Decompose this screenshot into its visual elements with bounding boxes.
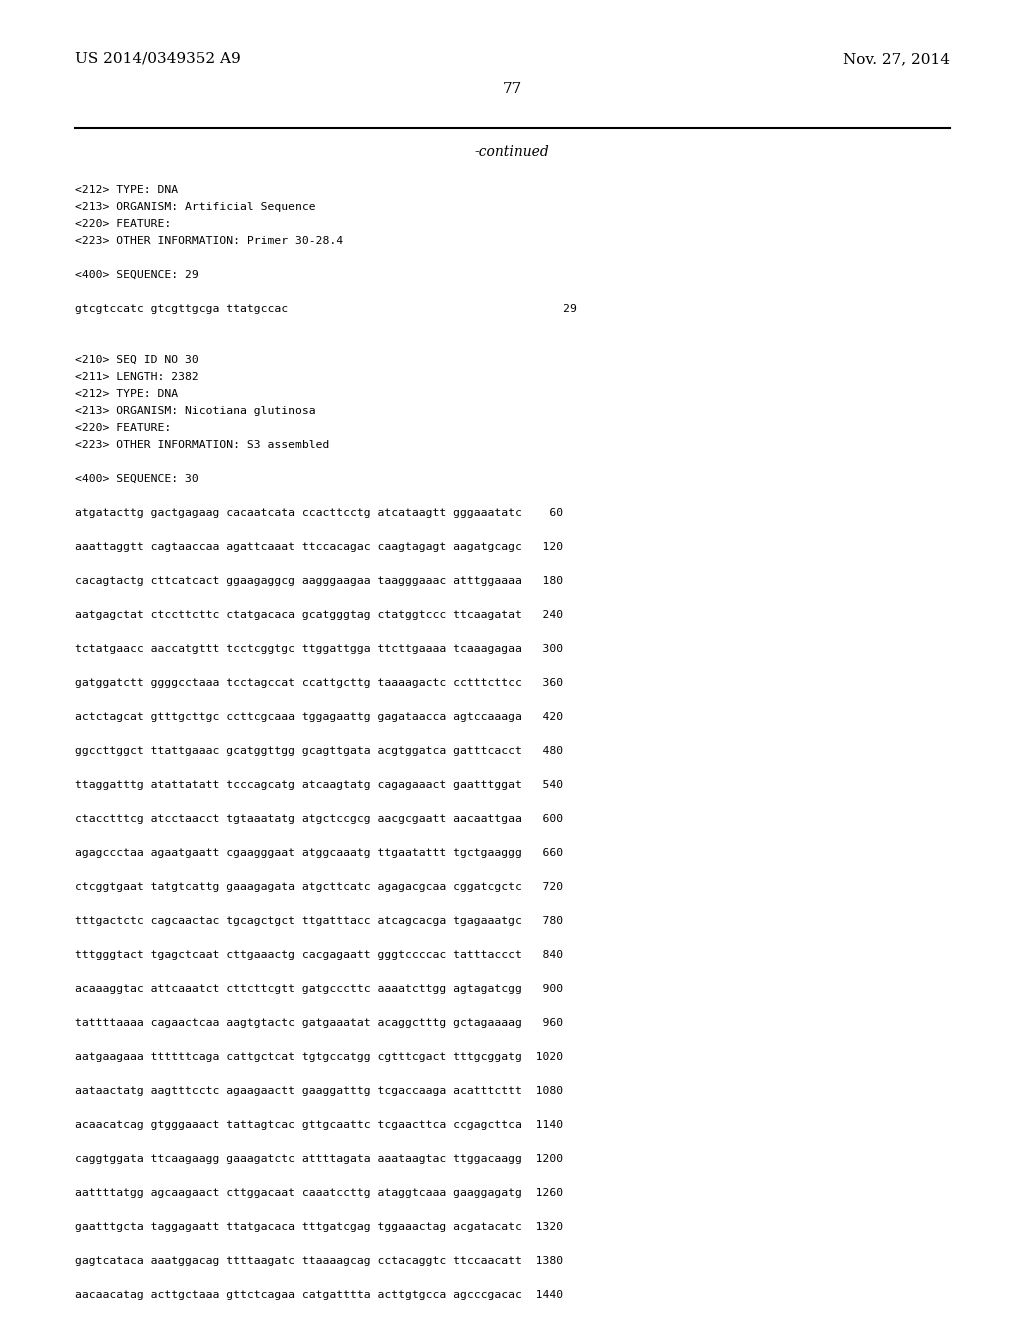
Text: <223> OTHER INFORMATION: S3 assembled: <223> OTHER INFORMATION: S3 assembled xyxy=(75,440,330,450)
Text: <400> SEQUENCE: 29: <400> SEQUENCE: 29 xyxy=(75,271,199,280)
Text: aataactatg aagtttcctc agaagaactt gaaggatttg tcgaccaaga acatttcttt  1080: aataactatg aagtttcctc agaagaactt gaaggat… xyxy=(75,1086,563,1096)
Text: atgatacttg gactgagaag cacaatcata ccacttcctg atcataagtt gggaaatatc    60: atgatacttg gactgagaag cacaatcata ccacttc… xyxy=(75,508,563,517)
Text: aaattaggtt cagtaaccaa agattcaaat ttccacagac caagtagagt aagatgcagc   120: aaattaggtt cagtaaccaa agattcaaat ttccaca… xyxy=(75,543,563,552)
Text: aatgagctat ctccttcttc ctatgacaca gcatgggtag ctatggtccc ttcaagatat   240: aatgagctat ctccttcttc ctatgacaca gcatggg… xyxy=(75,610,563,620)
Text: US 2014/0349352 A9: US 2014/0349352 A9 xyxy=(75,51,241,66)
Text: aacaacatag acttgctaaa gttctcagaa catgatttta acttgtgcca agcccgacac  1440: aacaacatag acttgctaaa gttctcagaa catgatt… xyxy=(75,1290,563,1300)
Text: <212> TYPE: DNA: <212> TYPE: DNA xyxy=(75,185,178,195)
Text: tttgactctc cagcaactac tgcagctgct ttgatttacc atcagcacga tgagaaatgc   780: tttgactctc cagcaactac tgcagctgct ttgattt… xyxy=(75,916,563,927)
Text: actctagcat gtttgcttgc ccttcgcaaa tggagaattg gagataacca agtccaaaga   420: actctagcat gtttgcttgc ccttcgcaaa tggagaa… xyxy=(75,711,563,722)
Text: agagccctaa agaatgaatt cgaagggaat atggcaaatg ttgaatattt tgctgaaggg   660: agagccctaa agaatgaatt cgaagggaat atggcaa… xyxy=(75,847,563,858)
Text: tttgggtact tgagctcaat cttgaaactg cacgagaatt gggtccccac tatttaccct   840: tttgggtact tgagctcaat cttgaaactg cacgaga… xyxy=(75,950,563,960)
Text: gagtcataca aaatggacag ttttaagatc ttaaaagcag cctacaggtc ttccaacatt  1380: gagtcataca aaatggacag ttttaagatc ttaaaag… xyxy=(75,1257,563,1266)
Text: <213> ORGANISM: Nicotiana glutinosa: <213> ORGANISM: Nicotiana glutinosa xyxy=(75,407,315,416)
Text: <220> FEATURE:: <220> FEATURE: xyxy=(75,219,171,228)
Text: tattttaaaa cagaactcaa aagtgtactc gatgaaatat acaggctttg gctagaaaag   960: tattttaaaa cagaactcaa aagtgtactc gatgaaa… xyxy=(75,1018,563,1028)
Text: aattttatgg agcaagaact cttggacaat caaatccttg ataggtcaaa gaaggagatg  1260: aattttatgg agcaagaact cttggacaat caaatcc… xyxy=(75,1188,563,1199)
Text: tctatgaacc aaccatgttt tcctcggtgc ttggattgga ttcttgaaaa tcaaagagaa   300: tctatgaacc aaccatgttt tcctcggtgc ttggatt… xyxy=(75,644,563,653)
Text: ggccttggct ttattgaaac gcatggttgg gcagttgata acgtggatca gatttcacct   480: ggccttggct ttattgaaac gcatggttgg gcagttg… xyxy=(75,746,563,756)
Text: gatggatctt ggggcctaaa tcctagccat ccattgcttg taaaagactc cctttcttcc   360: gatggatctt ggggcctaaa tcctagccat ccattgc… xyxy=(75,678,563,688)
Text: <211> LENGTH: 2382: <211> LENGTH: 2382 xyxy=(75,372,199,381)
Text: <400> SEQUENCE: 30: <400> SEQUENCE: 30 xyxy=(75,474,199,484)
Text: aatgaagaaa ttttttcaga cattgctcat tgtgccatgg cgtttcgact tttgcggatg  1020: aatgaagaaa ttttttcaga cattgctcat tgtgcca… xyxy=(75,1052,563,1063)
Text: Nov. 27, 2014: Nov. 27, 2014 xyxy=(843,51,950,66)
Text: <210> SEQ ID NO 30: <210> SEQ ID NO 30 xyxy=(75,355,199,366)
Text: acaacatcag gtgggaaact tattagtcac gttgcaattc tcgaacttca ccgagcttca  1140: acaacatcag gtgggaaact tattagtcac gttgcaa… xyxy=(75,1119,563,1130)
Text: gtcgtccatc gtcgttgcga ttatgccac                                        29: gtcgtccatc gtcgttgcga ttatgccac 29 xyxy=(75,304,577,314)
Text: <212> TYPE: DNA: <212> TYPE: DNA xyxy=(75,389,178,399)
Text: -continued: -continued xyxy=(475,145,549,158)
Text: acaaaggtac attcaaatct cttcttcgtt gatgcccttc aaaatcttgg agtagatcgg   900: acaaaggtac attcaaatct cttcttcgtt gatgccc… xyxy=(75,983,563,994)
Text: <213> ORGANISM: Artificial Sequence: <213> ORGANISM: Artificial Sequence xyxy=(75,202,315,213)
Text: <220> FEATURE:: <220> FEATURE: xyxy=(75,422,171,433)
Text: cacagtactg cttcatcact ggaagaggcg aagggaagaa taagggaaac atttggaaaa   180: cacagtactg cttcatcact ggaagaggcg aagggaa… xyxy=(75,576,563,586)
Text: ttaggatttg atattatatt tcccagcatg atcaagtatg cagagaaact gaatttggat   540: ttaggatttg atattatatt tcccagcatg atcaagt… xyxy=(75,780,563,789)
Text: caggtggata ttcaagaagg gaaagatctc attttagata aaataagtac ttggacaagg  1200: caggtggata ttcaagaagg gaaagatctc attttag… xyxy=(75,1154,563,1164)
Text: ctacctttcg atcctaacct tgtaaatatg atgctccgcg aacgcgaatt aacaattgaa   600: ctacctttcg atcctaacct tgtaaatatg atgctcc… xyxy=(75,814,563,824)
Text: ctcggtgaat tatgtcattg gaaagagata atgcttcatc agagacgcaa cggatcgctc   720: ctcggtgaat tatgtcattg gaaagagata atgcttc… xyxy=(75,882,563,892)
Text: gaatttgcta taggagaatt ttatgacaca tttgatcgag tggaaactag acgatacatc  1320: gaatttgcta taggagaatt ttatgacaca tttgatc… xyxy=(75,1222,563,1232)
Text: <223> OTHER INFORMATION: Primer 30-28.4: <223> OTHER INFORMATION: Primer 30-28.4 xyxy=(75,236,343,246)
Text: 77: 77 xyxy=(503,82,521,96)
